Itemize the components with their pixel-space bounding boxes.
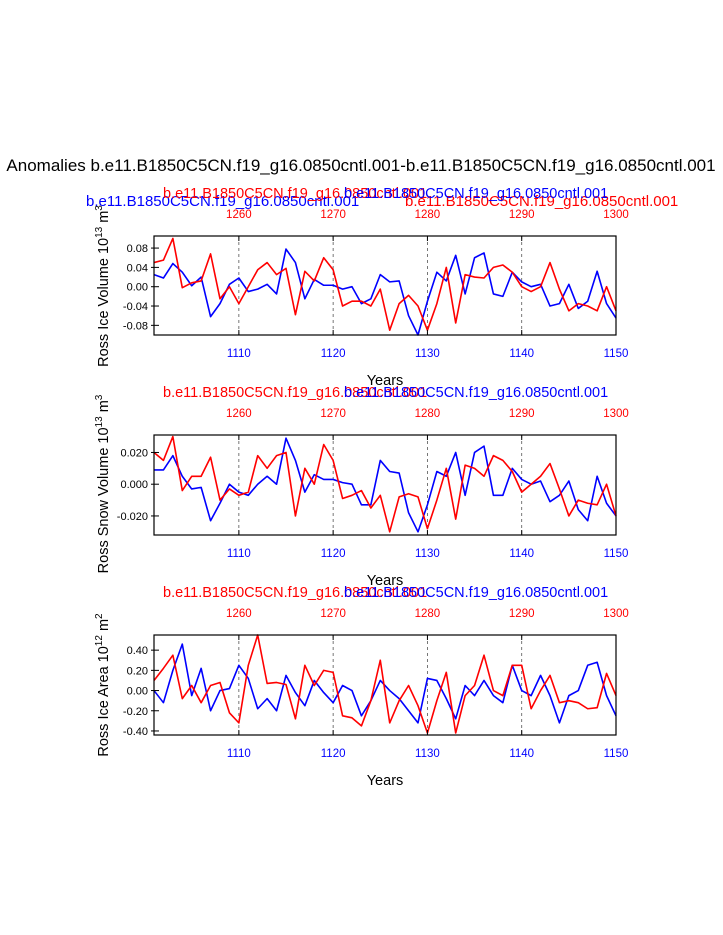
y-tick-label: 0.20 bbox=[127, 665, 148, 677]
top-left-blue-label: b.e11.B1850C5CN.f19_g16.0850cntl.001 bbox=[86, 193, 359, 210]
y-tick-label: 0.08 bbox=[127, 243, 148, 255]
y-tick-label: -0.020 bbox=[117, 511, 148, 523]
x-axis-title: Years bbox=[367, 373, 404, 389]
panel-1: -0.08 -0.04 0.00 0.04 0.08 1110 1120 1130 1140 11… bbox=[94, 186, 629, 389]
blue-series-line bbox=[153, 248, 617, 336]
plot-frame bbox=[153, 434, 617, 536]
y-tick-label: 0.00 bbox=[127, 686, 148, 698]
x-tick-label-bottom: 1110 bbox=[227, 748, 251, 760]
y-axis-title-part: m bbox=[96, 211, 112, 227]
red-series-label: b.e11.B1850C5CN.f19_g16.0850cntl.001 bbox=[163, 385, 427, 401]
y-axis-title-part: 3 bbox=[94, 394, 105, 400]
y-axis-title-part: Ross Snow Volume 10 bbox=[96, 427, 112, 573]
x-tick-label-bottom: 1140 bbox=[509, 548, 534, 560]
red-series-label: b.e11.B1850C5CN.f19_g16.0850cntl.001 bbox=[163, 186, 427, 202]
y-axis-title-part: 12 bbox=[94, 635, 105, 647]
top-right-red-label: b.e11.B1850C5CN.f19_g16.0850cntl.001 bbox=[405, 193, 678, 210]
blue-series-label: b.e11.B1850C5CN.f19_g16.0850cntl.001 bbox=[344, 186, 608, 202]
y-tick-label: 0.00 bbox=[127, 282, 148, 294]
y-axis-title-part: m bbox=[96, 619, 112, 635]
y-axis-title-part: 2 bbox=[94, 613, 105, 619]
x-tick-label-top: 1300 bbox=[603, 608, 629, 620]
x-tick-label-bottom: 1130 bbox=[415, 748, 440, 760]
x-tick-label-top: 1260 bbox=[226, 209, 252, 221]
y-axis-title-part: m bbox=[96, 400, 112, 416]
blue-series-label: b.e11.B1850C5CN.f19_g16.0850cntl.001 bbox=[344, 585, 608, 601]
y-tick-label: 0.04 bbox=[127, 262, 148, 274]
red-series-line bbox=[153, 237, 617, 331]
blue-series-line bbox=[153, 643, 617, 724]
x-axis-title: Years bbox=[367, 773, 404, 789]
y-axis-title: Ross Snow Volume 1013 m3 bbox=[94, 394, 112, 573]
x-axis-title: Years bbox=[367, 573, 404, 589]
x-tick-label-bottom: 1150 bbox=[604, 548, 629, 560]
main-title: Anomalies b.e11.B1850C5CN.f19_g16.0850cn… bbox=[6, 156, 715, 175]
y-axis-title-part: Ross Ice Area 10 bbox=[96, 646, 112, 756]
x-tick-label-top: 1290 bbox=[509, 608, 535, 620]
panel-3: -0.40 -0.20 0.00 0.20 0.40 1110 1120 1130 1140 11… bbox=[94, 585, 629, 789]
x-tick-label-top: 1260 bbox=[226, 608, 252, 620]
x-tick-label-top: 1290 bbox=[509, 408, 535, 420]
y-tick-label: -0.20 bbox=[123, 706, 148, 718]
x-tick-label-top: 1280 bbox=[415, 209, 441, 221]
y-tick-label: 0.020 bbox=[120, 447, 148, 459]
plot-frame bbox=[153, 634, 617, 736]
x-tick-label-top: 1260 bbox=[226, 408, 252, 420]
y-axis-title-part: 3 bbox=[94, 205, 105, 211]
x-tick-label-top: 1300 bbox=[603, 209, 629, 221]
y-axis-title-part: 13 bbox=[94, 226, 105, 238]
y-tick-label: -0.08 bbox=[123, 320, 148, 332]
y-axis-title-part: 13 bbox=[94, 416, 105, 428]
plot-frame bbox=[153, 235, 617, 336]
x-tick-label-bottom: 1120 bbox=[321, 748, 346, 760]
x-tick-label-bottom: 1130 bbox=[415, 348, 440, 360]
y-tick-label: 0.000 bbox=[120, 479, 148, 491]
red-series-line bbox=[153, 634, 617, 734]
x-tick-label-top: 1270 bbox=[320, 608, 346, 620]
x-tick-label-bottom: 1110 bbox=[227, 548, 251, 560]
x-tick-label-bottom: 1120 bbox=[321, 548, 346, 560]
y-tick-label: 0.40 bbox=[127, 645, 148, 657]
x-tick-label-top: 1280 bbox=[415, 608, 441, 620]
blue-series-label: b.e11.B1850C5CN.f19_g16.0850cntl.001 bbox=[344, 385, 608, 401]
x-tick-label-top: 1280 bbox=[415, 408, 441, 420]
x-tick-label-bottom: 1120 bbox=[321, 348, 346, 360]
red-series-label: b.e11.B1850C5CN.f19_g16.0850cntl.001 bbox=[163, 585, 427, 601]
x-tick-label-top: 1270 bbox=[320, 408, 346, 420]
panel-2: -0.020 0.000 0.020 1110 1120 1130 1140 1150 1260… bbox=[94, 385, 629, 589]
y-tick-label: -0.40 bbox=[123, 726, 148, 738]
x-tick-label-bottom: 1130 bbox=[415, 548, 440, 560]
x-tick-label-bottom: 1150 bbox=[604, 348, 629, 360]
y-axis-title: Ross Ice Area 1012 m2 bbox=[94, 613, 112, 757]
x-tick-label-bottom: 1150 bbox=[604, 748, 629, 760]
x-tick-label-top: 1290 bbox=[509, 209, 535, 221]
blue-series-line bbox=[154, 437, 617, 533]
x-tick-label-top: 1270 bbox=[320, 209, 346, 221]
y-axis-title-part: Ross Ice Volume 10 bbox=[96, 238, 112, 367]
x-tick-label-bottom: 1110 bbox=[227, 348, 251, 360]
x-tick-label-bottom: 1140 bbox=[509, 348, 534, 360]
y-axis-title: Ross Ice Volume 1013 m3 bbox=[94, 205, 112, 367]
x-tick-label-top: 1300 bbox=[603, 408, 629, 420]
y-tick-label: -0.04 bbox=[123, 301, 148, 313]
x-tick-label-bottom: 1140 bbox=[509, 748, 534, 760]
red-series-line bbox=[153, 435, 617, 533]
